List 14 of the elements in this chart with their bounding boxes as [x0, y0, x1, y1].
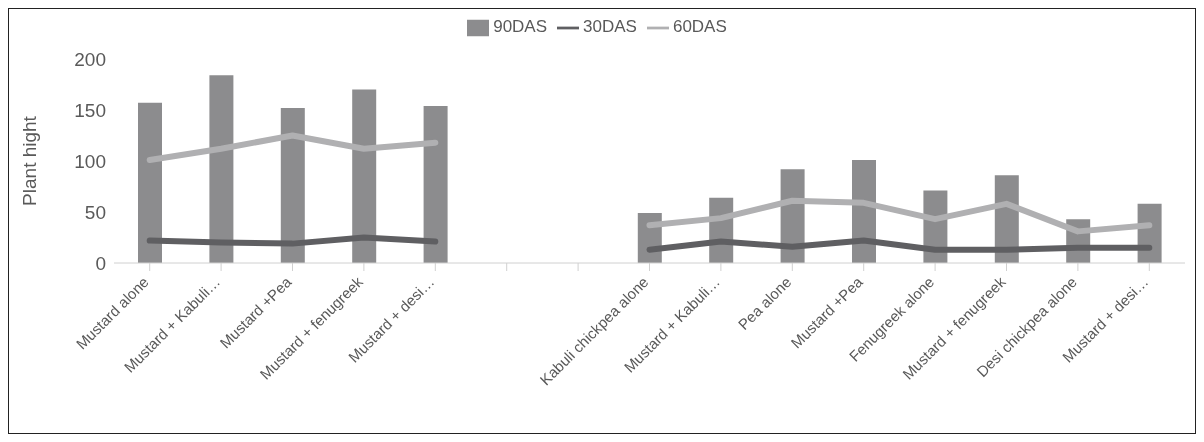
y-tick-label: 50 — [84, 201, 106, 223]
bar — [423, 105, 448, 263]
bar — [209, 75, 234, 263]
bar — [280, 107, 305, 263]
y-tick-label: 150 — [74, 99, 106, 121]
y-axis-title: Plant hight — [18, 115, 40, 206]
bar — [352, 89, 377, 263]
legend-label: 60DAS — [672, 17, 727, 37]
legend-label: 30DAS — [583, 17, 637, 37]
y-tick-label: 0 — [95, 252, 106, 274]
bar — [138, 102, 162, 263]
y-tick-label: 200 — [74, 48, 106, 70]
legend-label: 90DAS — [493, 17, 548, 37]
y-tick-label: 100 — [74, 150, 106, 172]
